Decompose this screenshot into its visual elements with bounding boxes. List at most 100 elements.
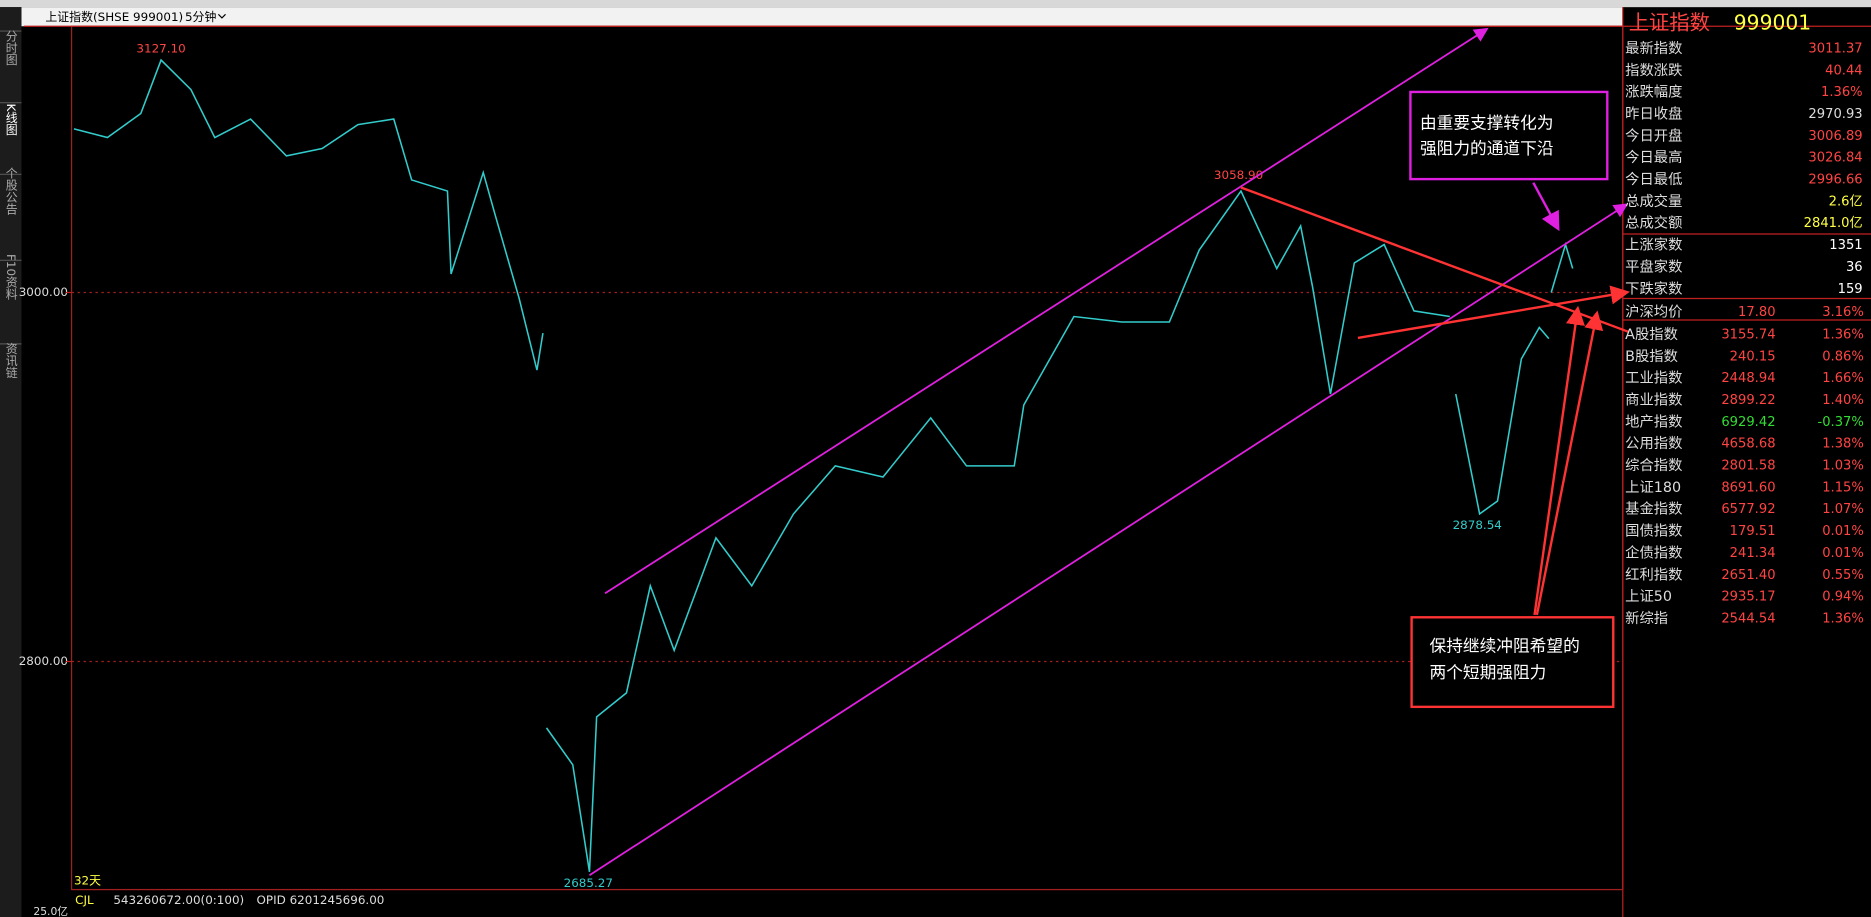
index-label[interactable]: 商业指数	[1625, 391, 1682, 408]
note-text: 两个短期强阻力	[1430, 662, 1547, 682]
indicator-axis-label: 25.0亿	[33, 905, 68, 917]
note-text: 保持继续冲阻希望的	[1430, 636, 1580, 656]
index-value: 241.34	[1730, 546, 1776, 561]
quote-label: 总成交量	[1625, 192, 1682, 210]
channel-upper	[604, 27, 1489, 595]
index-label[interactable]: 企债指数	[1625, 544, 1682, 561]
index-label[interactable]: 基金指数	[1625, 501, 1682, 518]
index-value: 2544.54	[1721, 611, 1775, 626]
quote-label: 昨日收盘	[1625, 105, 1682, 123]
index-label[interactable]: 新综指	[1625, 610, 1668, 627]
quote-label: 今日最低	[1625, 171, 1682, 188]
header-title[interactable]: 上证指数(SHSE 999001)	[45, 10, 183, 24]
side-tab[interactable]: 资讯链	[0, 343, 22, 379]
index-change: 1.03%	[1822, 459, 1864, 474]
dropdown-icon	[217, 13, 226, 19]
quote-label: 最新指数	[1625, 40, 1682, 57]
quote-label: 平盘家数	[1625, 257, 1682, 275]
tab-label[interactable]: 资讯链	[4, 343, 18, 379]
window-top	[0, 0, 1871, 8]
index-label[interactable]: 公用指数	[1625, 435, 1682, 452]
quote-value: 3006.89	[1808, 129, 1862, 144]
triangle-line	[1357, 285, 1630, 340]
quote-value: 40.44	[1825, 63, 1863, 78]
index-label[interactable]: B股指数	[1625, 348, 1678, 365]
quote-label: 总成交额	[1625, 214, 1682, 232]
index-label[interactable]: A股指数	[1625, 326, 1678, 343]
indicator-value: 543260672.00(0:100)	[113, 893, 244, 907]
index-change: 1.07%	[1822, 502, 1864, 517]
quote-label: 上涨家数	[1625, 237, 1682, 254]
tab-label[interactable]: 分时图	[4, 30, 18, 66]
index-value: 2801.58	[1721, 459, 1775, 474]
side-tab[interactable]: 分时图	[0, 30, 22, 66]
quote-value: 2841.0亿	[1804, 215, 1863, 231]
index-value: 8691.60	[1721, 480, 1775, 495]
index-label[interactable]: 沪深均价	[1625, 303, 1682, 320]
index-value: 6577.92	[1721, 502, 1775, 517]
index-change: 1.66%	[1822, 371, 1864, 386]
note-text: 强阻力的通道下沿	[1420, 138, 1554, 158]
quote-value: 2970.93	[1808, 107, 1862, 122]
index-change: 1.36%	[1822, 611, 1864, 626]
index-value: 17.80	[1738, 305, 1776, 320]
indicator-extra: OPID 6201245696.00	[257, 893, 385, 907]
index-label[interactable]: 综合指数	[1625, 457, 1682, 474]
index-change: -0.37%	[1817, 415, 1863, 430]
price-line	[545, 189, 1450, 872]
index-label[interactable]: 红利指数	[1625, 566, 1682, 583]
indicator-name[interactable]: CJL	[75, 893, 94, 907]
index-value: 179.51	[1730, 524, 1776, 539]
panel-code: 999001	[1734, 10, 1811, 34]
index-label[interactable]: 地产指数	[1625, 413, 1682, 430]
quote-value: 2996.66	[1808, 173, 1862, 188]
quote-value: 1351	[1829, 238, 1862, 253]
index-value: 240.15	[1730, 349, 1776, 364]
index-value: 2935.17	[1721, 590, 1775, 605]
header-bar	[21, 7, 1623, 27]
side-tab[interactable]: F10资料	[0, 254, 22, 301]
index-label[interactable]: 工业指数	[1625, 370, 1682, 387]
note-text: 由重要支撑转化为	[1420, 113, 1554, 133]
index-value: 2899.22	[1721, 393, 1775, 408]
index-label[interactable]: 上证50	[1625, 588, 1672, 605]
index-change: 3.16%	[1822, 305, 1864, 320]
index-value: 4658.68	[1721, 437, 1775, 452]
note-box	[1409, 90, 1609, 181]
y-tick-label: 3000.00	[19, 285, 68, 299]
side-strip	[0, 7, 22, 917]
index-change: 1.40%	[1822, 393, 1864, 408]
index-label[interactable]: 上证180	[1625, 479, 1681, 496]
index-change: 1.15%	[1822, 480, 1864, 495]
side-tab[interactable]: 个股公告	[0, 167, 22, 215]
resistance-line	[1240, 186, 1630, 334]
quote-panel: 最新指数 3011.37 指数涨跌 40.44 涨跌幅度 1.36% 昨日收盘 2970.93…	[1625, 40, 1864, 627]
index-change: 0.94%	[1822, 590, 1864, 605]
tab-label[interactable]: K线图	[4, 104, 18, 136]
extreme-label: 3058.90	[1214, 168, 1263, 182]
extreme-label: 2878.54	[1453, 518, 1502, 532]
note-arrow	[1533, 305, 1585, 616]
tab-label[interactable]: 个股公告	[4, 167, 18, 215]
period-selector[interactable]: 5分钟	[185, 10, 216, 24]
quote-value: 1.36%	[1821, 85, 1863, 100]
index-value: 3155.74	[1721, 327, 1775, 342]
panel-title: 上证指数	[1629, 10, 1710, 34]
price-line	[73, 58, 544, 371]
quote-value: 36	[1846, 260, 1863, 275]
price-line	[1454, 326, 1550, 516]
index-change: 0.01%	[1822, 546, 1864, 561]
quote-label: 下跌家数	[1625, 280, 1682, 297]
index-value: 2651.40	[1721, 568, 1775, 583]
index-change: 0.55%	[1822, 568, 1864, 583]
side-tab[interactable]: K线图	[0, 102, 22, 136]
index-value: 2448.94	[1721, 371, 1775, 386]
quote-label: 今日开盘	[1625, 126, 1682, 144]
period-label: 32天	[74, 874, 101, 888]
index-label[interactable]: 国债指数	[1625, 523, 1682, 540]
index-change: 0.86%	[1822, 349, 1864, 364]
tab-label[interactable]: F10资料	[4, 254, 18, 300]
